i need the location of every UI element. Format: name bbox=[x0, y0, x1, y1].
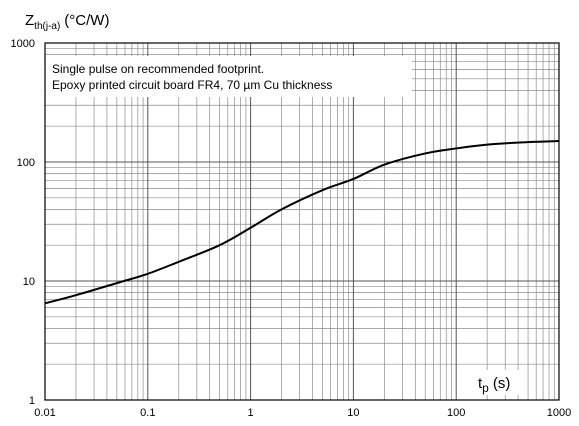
series-layer bbox=[44, 140, 560, 305]
y-axis-title: Zth(j-a) (°C/W) bbox=[25, 12, 109, 32]
y-tick-label: 1000 bbox=[11, 38, 35, 50]
x-axis-title: tp (s) bbox=[478, 375, 510, 395]
y-axis-title-sub: th(j-a) bbox=[34, 21, 60, 32]
y-tick-label: 1 bbox=[29, 395, 35, 407]
major-grid bbox=[45, 43, 559, 400]
y-axis-title-unit: (°C/W) bbox=[64, 12, 109, 29]
x-tick-label: 1 bbox=[248, 407, 254, 419]
annotation-box bbox=[46, 56, 412, 97]
annotation-line-1: Single pulse on recommended footprint. bbox=[52, 62, 264, 76]
x-axis-title-main: t bbox=[478, 375, 483, 392]
x-axis-title-unit: (s) bbox=[493, 375, 511, 392]
annotation-line-2: Epoxy printed circuit board FR4, 70 µm C… bbox=[52, 78, 332, 92]
x-axis-title-background bbox=[474, 370, 526, 395]
x-tick-label: 0.01 bbox=[34, 407, 55, 419]
x-tick-label: 10 bbox=[347, 407, 359, 419]
y-tick-label: 100 bbox=[17, 157, 35, 169]
x-axis-title-sub: p bbox=[482, 381, 489, 395]
y-tick-label: 10 bbox=[23, 276, 35, 288]
x-tick-label: 100 bbox=[447, 407, 465, 419]
plot-frame bbox=[44, 42, 560, 401]
series-line-0 bbox=[44, 140, 560, 305]
x-tick-label: 1000 bbox=[547, 407, 571, 419]
x-tick-label: 0.1 bbox=[140, 407, 155, 419]
y-axis-title-main: Z bbox=[25, 12, 34, 29]
tick-labels: 0.01 0.1 1 10 100 1000 1000 100 10 1 bbox=[11, 38, 572, 419]
